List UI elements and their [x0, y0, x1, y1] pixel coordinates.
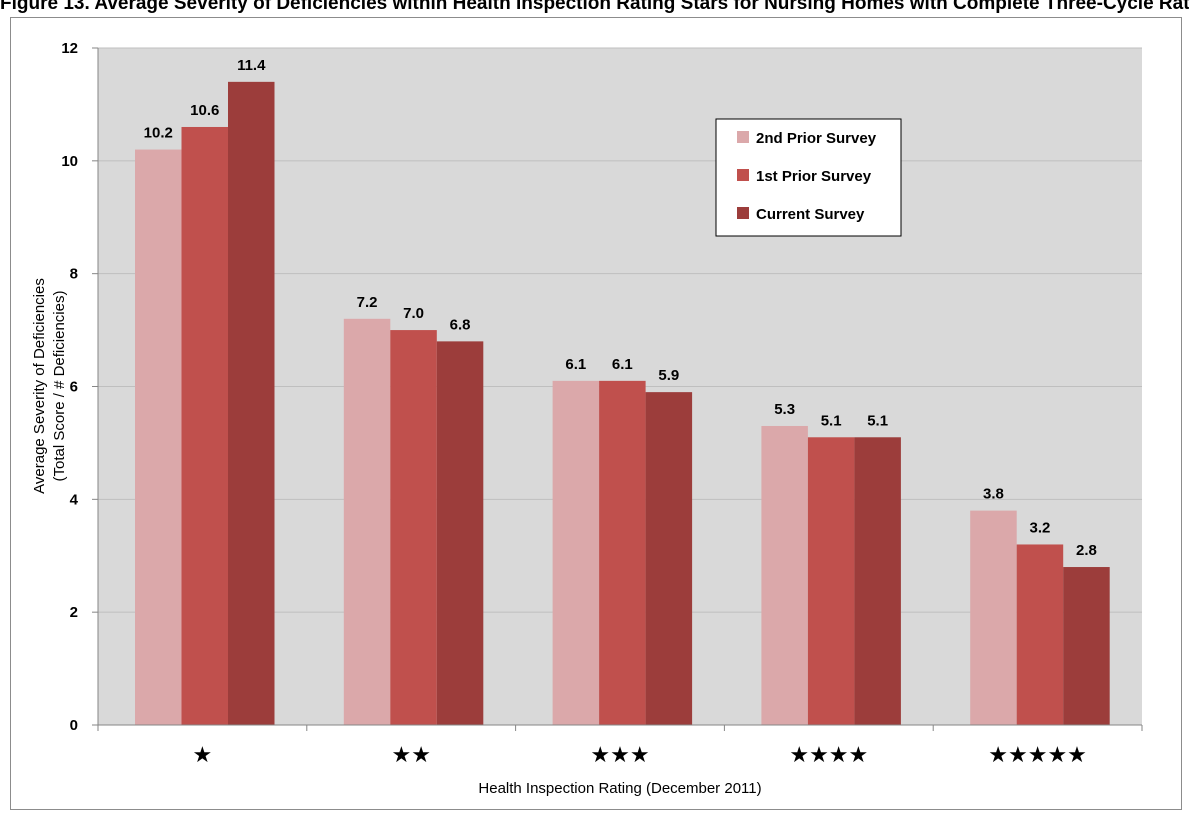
x-category-label: ★★ — [391, 743, 430, 768]
y-tick-labels: 0 2 4 6 8 10 12 — [61, 40, 78, 734]
bar — [390, 330, 437, 725]
data-label: 5.3 — [774, 401, 795, 418]
bar — [645, 392, 693, 725]
y-axis-title-line2: (Total Score / # Deficiencies) — [51, 291, 68, 482]
data-label: 7.0 — [403, 305, 424, 322]
y-tick-label: 0 — [70, 717, 78, 734]
data-label: 5.9 — [658, 367, 679, 384]
legend-swatch-current — [737, 207, 749, 219]
x-category-label: ★★★★ — [789, 743, 868, 768]
data-label: 10.6 — [190, 102, 219, 119]
bar — [970, 510, 1017, 725]
legend: 2nd Prior Survey 1st Prior Survey Curren… — [715, 118, 902, 237]
figure-title: Figure 13. Average Severity of Deficienc… — [0, 0, 1189, 14]
data-label: 11.4 — [237, 57, 266, 74]
data-label: 5.1 — [821, 412, 842, 429]
data-label: 10.2 — [144, 125, 173, 142]
data-label: 6.8 — [450, 316, 471, 333]
y-tick-label: 12 — [61, 40, 78, 57]
x-category-label: ★ — [193, 743, 213, 768]
legend-label-1st-prior: 1st Prior Survey — [756, 168, 872, 185]
legend-swatch-2nd-prior — [737, 131, 749, 143]
data-label: 3.2 — [1030, 519, 1051, 536]
bars — [135, 81, 1110, 726]
bar — [761, 425, 808, 725]
axes — [92, 47, 1143, 731]
bar — [599, 380, 646, 725]
data-label: 5.1 — [867, 412, 888, 429]
legend-label-current: Current Survey — [756, 206, 865, 223]
bar — [343, 318, 391, 725]
y-tick-label: 8 — [70, 266, 78, 283]
bar — [552, 380, 600, 725]
bar — [436, 341, 484, 725]
bar — [135, 149, 182, 726]
legend-label-2nd-prior: 2nd Prior Survey — [756, 130, 877, 147]
y-tick-label: 2 — [70, 604, 78, 621]
y-tick-label: 4 — [70, 491, 79, 508]
data-label: 6.1 — [565, 356, 586, 373]
y-axis-title-line1: Average Severity of Deficiencies — [31, 278, 48, 494]
bar — [1063, 567, 1110, 725]
x-category-label: ★★★★★ — [988, 743, 1087, 768]
bar — [1016, 544, 1064, 725]
bar — [228, 81, 275, 726]
bar — [181, 126, 228, 725]
x-category-label: ★★★ — [590, 743, 649, 768]
data-label: 3.8 — [983, 486, 1004, 503]
x-axis-title: Health Inspection Rating (December 2011) — [478, 780, 761, 797]
data-label: 7.2 — [357, 294, 378, 311]
data-label: 2.8 — [1076, 542, 1097, 559]
data-labels: 10.2 10.6 11.4 7.2 7.0 6.8 6.1 6.1 5.9 5.3 5.1 5.1 3… — [144, 57, 1097, 559]
y-tick-label: 10 — [61, 153, 78, 170]
y-tick-label: 6 — [70, 379, 78, 396]
bar — [807, 437, 855, 725]
data-label: 6.1 — [612, 356, 633, 373]
legend-swatch-1st-prior — [737, 169, 749, 181]
x-category-labels: ★ ★★ ★★★ ★★★★ ★★★★★ — [193, 743, 1087, 768]
bar — [854, 437, 901, 725]
